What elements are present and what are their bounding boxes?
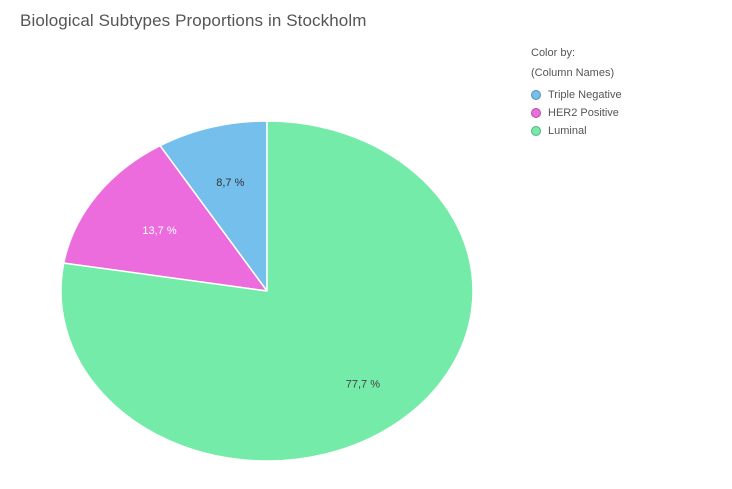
legend-label-luminal: Luminal [548,125,587,137]
legend-swatch-triple-negative [531,90,541,100]
pie-slice-her2-positive[interactable] [63,144,268,292]
chart-title: Biological Subtypes Proportions in Stock… [20,11,367,30]
legend-item-her2-positive[interactable]: HER2 Positive [531,104,622,122]
legend: Color by: (Column Names) Triple Negative… [531,43,622,140]
legend-subtitle: (Column Names) [531,67,615,79]
pie-slice-triple-negative[interactable] [159,120,268,292]
pie-slice-luminal[interactable] [60,120,474,462]
legend-swatch-luminal [531,126,541,136]
legend-label-triple-negative: Triple Negative [548,89,622,101]
pie-slices [60,120,474,462]
legend-label-her2-positive: HER2 Positive [548,107,619,119]
legend-items: Triple Negative HER2 Positive Luminal [531,86,622,140]
legend-title: Color by: [531,47,576,59]
pie-labels: 8,7 % 13,7 % 77,7 % [142,177,380,390]
slice-label-her2-positive: 13,7 % [142,225,176,237]
legend-swatch-her2-positive [531,108,541,118]
legend-item-luminal[interactable]: Luminal [531,122,622,140]
legend-item-triple-negative[interactable]: Triple Negative [531,86,622,104]
slice-label-triple-negative: 8,7 % [216,177,244,189]
slice-label-luminal: 77,7 % [346,378,380,390]
